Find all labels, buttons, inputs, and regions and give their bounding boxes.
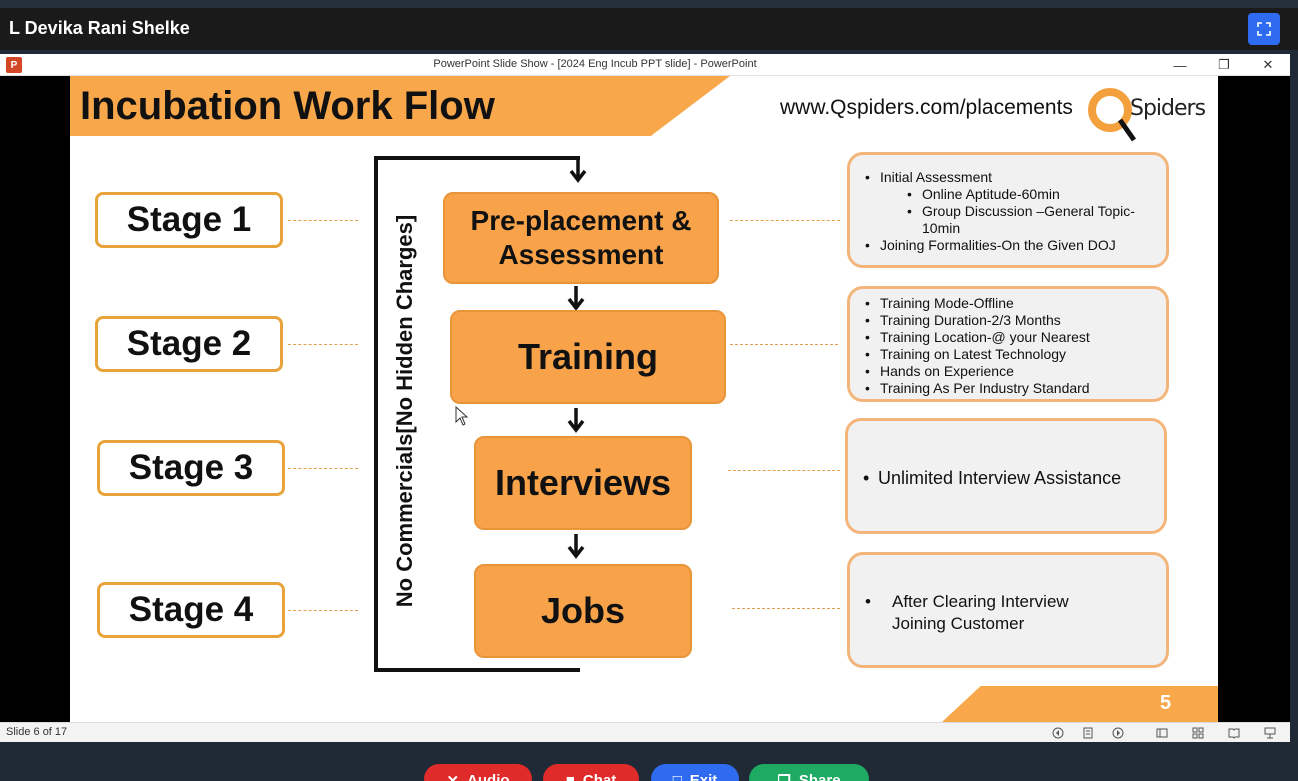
share-button[interactable]: ❐ Share bbox=[749, 764, 869, 781]
list-item: Initial Assessment bbox=[862, 169, 1156, 186]
audio-label: Audio bbox=[467, 772, 510, 781]
stage-2-info-list: Training Mode-Offline Training Duration-… bbox=[862, 295, 1156, 397]
slide-number: 5 bbox=[1160, 692, 1172, 714]
footer-shape bbox=[942, 686, 1218, 722]
list-item: Hands on Experience bbox=[862, 363, 1156, 380]
connector-line bbox=[288, 610, 358, 611]
chat-button[interactable]: ■ Chat bbox=[543, 764, 639, 781]
list-item: Training Duration-2/3 Months bbox=[862, 312, 1156, 329]
slideshow-button[interactable] bbox=[1262, 725, 1278, 741]
flow-bracket bbox=[374, 156, 580, 672]
fullscreen-button[interactable] bbox=[1248, 13, 1280, 45]
stage-1-info: Initial Assessment Online Aptitude-60min… bbox=[847, 152, 1169, 268]
slide-counter: Slide 6 of 17 bbox=[6, 726, 68, 738]
powerpoint-window: P PowerPoint Slide Show - [2024 Eng Incu… bbox=[0, 54, 1290, 742]
slide-sorter-button[interactable] bbox=[1190, 725, 1206, 741]
stage-3-info: Unlimited Interview Assistance bbox=[845, 418, 1167, 534]
previous-icon bbox=[1052, 727, 1064, 739]
connector-line bbox=[288, 468, 358, 469]
arrow-down-icon bbox=[567, 534, 585, 559]
stage-4-info-list: After Clearing Interview Joining Custome… bbox=[862, 591, 1126, 635]
list-item: Training Mode-Offline bbox=[862, 295, 1156, 312]
cursor-icon bbox=[455, 406, 469, 426]
stage-3-box: Stage 3 bbox=[97, 440, 285, 496]
training-box: Training bbox=[450, 310, 726, 404]
list-item: Training As Per Industry Standard bbox=[862, 380, 1156, 397]
slide-title: Incubation Work Flow bbox=[80, 84, 495, 128]
list-item: Training Location-@ your Nearest bbox=[862, 329, 1156, 346]
title-banner bbox=[70, 76, 730, 136]
close-button[interactable]: ✕ bbox=[1262, 57, 1274, 72]
meeting-toolbar: ✕ Audio ■ Chat □ Exit ❐ Share bbox=[0, 742, 1298, 781]
normal-view-button[interactable] bbox=[1154, 725, 1170, 741]
exit-button[interactable]: □ Exit bbox=[651, 764, 739, 781]
powerpoint-icon: P bbox=[6, 57, 22, 73]
chat-label: Chat bbox=[582, 772, 617, 781]
arrow-down-icon bbox=[567, 286, 585, 311]
list-item: Unlimited Interview Assistance bbox=[860, 467, 1154, 489]
connector-line bbox=[288, 344, 358, 345]
preplacement-box: Pre-placement & Assessment bbox=[443, 192, 719, 284]
slide-menu-button[interactable] bbox=[1080, 725, 1096, 741]
menu-icon bbox=[1083, 727, 1093, 739]
mic-off-icon: ✕ bbox=[446, 772, 459, 781]
list-item: After Clearing Interview Joining Custome… bbox=[862, 591, 1126, 635]
exit-icon: □ bbox=[672, 772, 682, 781]
window-title: PowerPoint Slide Show - [2024 Eng Incub … bbox=[433, 58, 757, 70]
status-bar: Slide 6 of 17 bbox=[0, 722, 1290, 742]
next-icon bbox=[1112, 727, 1124, 739]
share-label: Share bbox=[798, 772, 841, 781]
meeting-header: L Devika Rani Shelke bbox=[0, 0, 1298, 50]
stage-1-info-list: Initial Assessment Online Aptitude-60min… bbox=[862, 169, 1156, 254]
share-icon: ❐ bbox=[777, 772, 790, 781]
stage-3-info-list: Unlimited Interview Assistance bbox=[860, 467, 1154, 489]
stage-1-box: Stage 1 bbox=[95, 192, 283, 248]
next-slide-button[interactable] bbox=[1110, 725, 1126, 741]
interviews-box: Interviews bbox=[474, 436, 692, 530]
connector-line bbox=[730, 344, 838, 345]
arrow-down-icon bbox=[569, 158, 587, 183]
connector-line bbox=[288, 220, 358, 221]
reading-view-icon bbox=[1228, 728, 1240, 739]
jobs-box: Jobs bbox=[474, 564, 692, 658]
top-strip bbox=[0, 0, 1298, 8]
slideshow-icon bbox=[1264, 727, 1276, 739]
minimize-button[interactable]: — bbox=[1173, 57, 1187, 73]
vertical-label-text: No Commercials[No Hidden Charges] bbox=[392, 214, 417, 608]
window-titlebar: P PowerPoint Slide Show - [2024 Eng Incu… bbox=[0, 54, 1290, 76]
arrow-down-icon bbox=[567, 408, 585, 433]
connector-line bbox=[728, 470, 840, 471]
reading-view-button[interactable] bbox=[1226, 725, 1242, 741]
chat-icon: ■ bbox=[565, 772, 575, 781]
logo-text: Spiders bbox=[1130, 96, 1206, 121]
fullscreen-icon bbox=[1257, 22, 1271, 36]
stage-4-info: After Clearing Interview Joining Custome… bbox=[847, 552, 1169, 668]
normal-view-icon bbox=[1156, 728, 1168, 738]
stage-4-box: Stage 4 bbox=[97, 582, 285, 638]
exit-label: Exit bbox=[689, 772, 718, 781]
list-item: Group Discussion –General Topic-10min bbox=[862, 203, 1156, 237]
vertical-label: No Commercials[No Hidden Charges] bbox=[390, 196, 420, 626]
slide-url: www.Qspiders.com/placements bbox=[780, 96, 1073, 119]
connector-line bbox=[730, 220, 840, 221]
restore-button[interactable]: ❐ bbox=[1218, 57, 1230, 72]
audio-button[interactable]: ✕ Audio bbox=[424, 764, 532, 781]
qspiders-logo-icon bbox=[1088, 88, 1137, 142]
connector-line bbox=[732, 608, 840, 609]
slide-sorter-icon bbox=[1192, 727, 1204, 739]
list-item: Online Aptitude-60min bbox=[862, 186, 1156, 203]
presenter-name: L Devika Rani Shelke bbox=[9, 18, 190, 38]
slide[interactable]: Incubation Work Flow www.Qspiders.com/pl… bbox=[70, 76, 1218, 722]
list-item: Training on Latest Technology bbox=[862, 346, 1156, 363]
previous-slide-button[interactable] bbox=[1050, 725, 1066, 741]
stage-2-box: Stage 2 bbox=[95, 316, 283, 372]
stage-2-info: Training Mode-Offline Training Duration-… bbox=[847, 286, 1169, 402]
list-item: Joining Formalities-On the Given DOJ bbox=[862, 237, 1156, 254]
